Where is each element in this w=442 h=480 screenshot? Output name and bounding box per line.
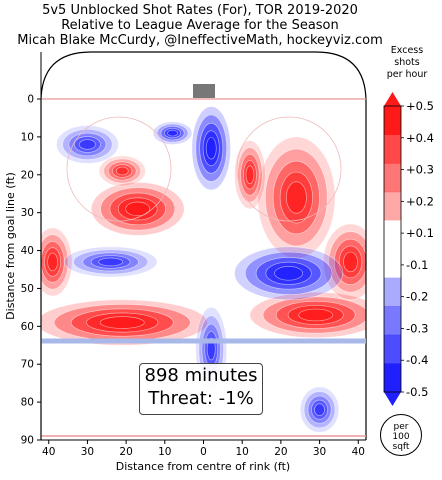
excess-region xyxy=(41,227,73,297)
contour-level xyxy=(98,257,124,267)
deficit-region xyxy=(299,386,340,433)
x-axis-label: Distance from centre of rink (ft) xyxy=(116,460,290,473)
y-tick-label: 50 xyxy=(21,283,34,295)
colorbar-band xyxy=(384,306,401,336)
contour-level xyxy=(298,308,334,322)
y-tick-label: 30 xyxy=(21,207,34,219)
rink-boards xyxy=(40,51,367,440)
colorbar-band xyxy=(384,334,401,364)
contour-level xyxy=(274,266,304,281)
colorbar-frame xyxy=(383,105,402,393)
chart-subtitle: Relative to League Average for the Seaso… xyxy=(61,18,339,33)
contour-level xyxy=(343,251,358,273)
excess-region xyxy=(90,182,185,236)
contour-level xyxy=(115,166,129,176)
colorbar-tick-label: +0.1 xyxy=(406,226,434,240)
deficit-region xyxy=(63,246,158,278)
colorbar-max-arrow xyxy=(384,92,401,106)
contour-level xyxy=(47,252,58,272)
colorbar-band xyxy=(384,191,401,221)
x-tick-label: 20 xyxy=(119,446,132,458)
x-tick-label: 40 xyxy=(42,446,55,458)
colorbar-band xyxy=(384,163,401,193)
colorbar-band xyxy=(384,363,401,393)
x-ticks: 40 30 20 10 0 10 20 30 40 xyxy=(42,440,365,458)
x-tick-label: 10 xyxy=(236,446,249,458)
colorbar-tick-label: -0.5 xyxy=(406,385,428,399)
deficit-region xyxy=(234,246,344,301)
excess-region xyxy=(98,155,146,187)
heat-regions xyxy=(41,106,366,433)
excess-region xyxy=(257,136,336,259)
deficit-region xyxy=(191,106,231,191)
deficit-region xyxy=(56,125,119,164)
contour-level xyxy=(79,139,96,150)
contour-level xyxy=(245,165,255,184)
unit-badge: per 100 sqft xyxy=(380,414,422,456)
y-tick-label: 90 xyxy=(21,435,34,447)
colorbar-band xyxy=(384,277,401,307)
threat-label: Threat: -1% xyxy=(148,388,254,409)
unit-line: sqft xyxy=(392,442,410,452)
y-axis-label: Distance from goal line (ft) xyxy=(4,172,17,320)
x-tick-label: 30 xyxy=(81,446,94,458)
contour-level xyxy=(205,137,217,160)
rink-markings xyxy=(40,51,367,440)
x-tick-label: 10 xyxy=(158,446,171,458)
contour-level xyxy=(285,181,307,214)
y-tick-label: 40 xyxy=(21,245,34,257)
chart-credit: Micah Blake McCurdy, @IneffectiveMath, h… xyxy=(17,33,383,48)
contour-level xyxy=(125,201,151,217)
x-tick-label: 0 xyxy=(200,446,207,458)
y-tick-label: 60 xyxy=(21,321,34,333)
y-tick-label: 20 xyxy=(21,169,34,181)
excess-region xyxy=(249,291,366,339)
chart-title: 5v5 Unblocked Shot Rates (For), TOR 2019… xyxy=(42,3,358,18)
colorbar-tick-label: -0.3 xyxy=(406,321,428,335)
colorbar: +0.5 +0.4 +0.3 +0.2 +0.1 -0.1 -0.2 -0.3 -0.4 -0.5 xyxy=(383,92,434,406)
colorbar-tick-label: -0.2 xyxy=(406,290,428,304)
colorbar-min-arrow xyxy=(384,392,401,406)
colorbar-title-line: per hour xyxy=(386,69,428,80)
faceoff-circle-left xyxy=(66,116,172,222)
colorbar-title-line: shots xyxy=(394,57,420,68)
y-tick-label: 10 xyxy=(21,131,34,143)
unit-line: 100 xyxy=(392,432,410,442)
colorbar-band xyxy=(384,134,401,164)
excess-region xyxy=(323,223,366,301)
colorbar-title: Excess shots per hour xyxy=(378,45,436,81)
x-tick-label: 40 xyxy=(352,446,365,458)
contour-level xyxy=(206,337,216,361)
minutes-label: 898 minutes xyxy=(144,365,258,386)
y-tick-label: 70 xyxy=(21,359,34,371)
y-tick-label: 0 xyxy=(27,94,34,106)
colorbar-band xyxy=(384,249,401,278)
colorbar-tick-label: -0.1 xyxy=(406,258,428,272)
colorbar-tick-label: +0.4 xyxy=(406,131,434,145)
excess-region xyxy=(234,140,266,210)
y-tick-label: 80 xyxy=(21,397,34,409)
contour-level xyxy=(99,316,145,329)
colorbar-band xyxy=(384,106,401,135)
x-tick-label: 30 xyxy=(313,446,326,458)
colorbar-tick-label: +0.2 xyxy=(406,194,434,208)
colorbar-tick-label: +0.3 xyxy=(406,163,434,177)
contour-level xyxy=(167,129,178,137)
y-ticks: 0 10 20 30 40 50 60 70 80 90 xyxy=(21,94,41,447)
stats-box: 898 minutes Threat: -1% xyxy=(139,363,263,415)
unit-line: per xyxy=(393,422,409,432)
colorbar-title-line: Excess xyxy=(390,45,424,56)
goal-net xyxy=(193,84,215,98)
deficit-region xyxy=(152,121,193,145)
x-tick-label: 20 xyxy=(274,446,287,458)
colorbar-tick-label: -0.4 xyxy=(406,353,428,367)
colorbar-band xyxy=(384,220,401,250)
contour-level xyxy=(314,403,325,416)
excess-region xyxy=(41,299,208,346)
faceoff-circle-right xyxy=(236,116,342,222)
colorbar-tick-label: +0.5 xyxy=(406,99,434,113)
